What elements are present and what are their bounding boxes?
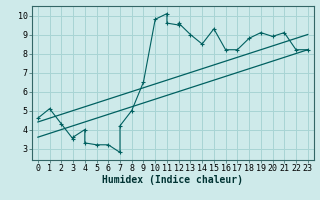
X-axis label: Humidex (Indice chaleur): Humidex (Indice chaleur) — [102, 175, 243, 185]
